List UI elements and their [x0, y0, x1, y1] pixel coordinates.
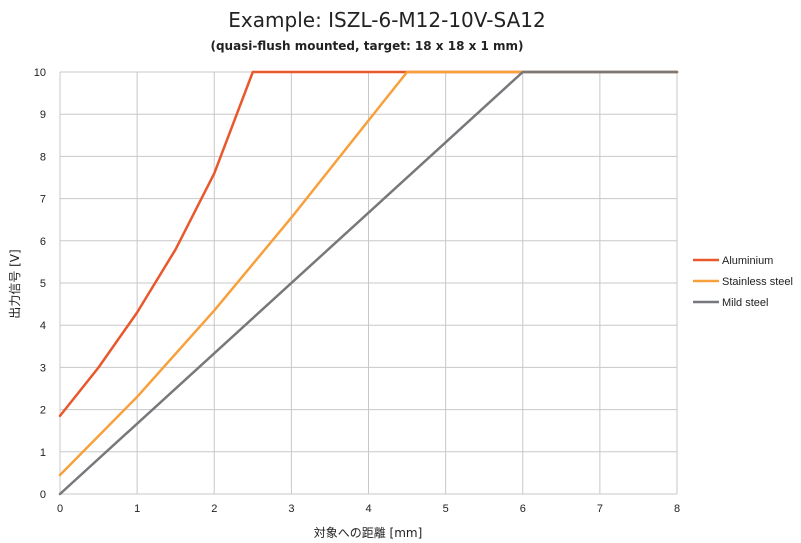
y-tick-label: 8 — [40, 151, 46, 163]
y-tick-label: 1 — [40, 447, 46, 459]
x-tick-label: 8 — [674, 503, 680, 515]
series-line-mild-steel — [58, 70, 679, 496]
x-tick-label: 0 — [57, 503, 63, 515]
x-tick-label: 1 — [134, 503, 140, 515]
y-axis-label: 出力信号 [V] — [8, 249, 22, 318]
y-tick-label: 6 — [40, 236, 46, 248]
tick-labels: 0 1 2 3 4 5 6 7 8 0 1 2 3 4 5 6 7 8 9 10 — [34, 67, 680, 515]
legend-label: Aluminium — [722, 255, 773, 267]
y-tick-label: 9 — [40, 109, 46, 121]
legend-label: Stainless steel — [722, 276, 793, 288]
chart-subtitle: (quasi-flush mounted, target: 18 x 18 x … — [210, 39, 523, 53]
x-tick-label: 3 — [288, 503, 294, 515]
x-tick-label: 6 — [520, 503, 526, 515]
y-tick-label: 4 — [40, 320, 46, 332]
y-tick-label: 5 — [40, 278, 46, 290]
legend: Aluminium Stainless steel Mild steel — [693, 255, 793, 309]
grid — [59, 71, 678, 495]
y-tick-label: 7 — [40, 194, 46, 206]
y-tick-label: 0 — [40, 489, 46, 501]
y-tick-label: 2 — [40, 405, 46, 417]
y-tick-label: 3 — [40, 362, 46, 374]
legend-label: Mild steel — [722, 297, 768, 309]
x-tick-label: 2 — [211, 503, 217, 515]
series-lines — [58, 70, 679, 496]
x-axis-label: 対象への距離 [mm] — [314, 526, 423, 540]
series-line-aluminium — [58, 70, 679, 418]
x-tick-label: 7 — [597, 503, 603, 515]
x-tick-label: 5 — [443, 503, 449, 515]
series-line-stainless-steel — [58, 70, 679, 477]
y-tick-label: 10 — [34, 67, 46, 79]
x-tick-label: 4 — [365, 503, 371, 515]
chart-title: Example: ISZL-6-M12-10V-SA12 — [228, 8, 545, 32]
